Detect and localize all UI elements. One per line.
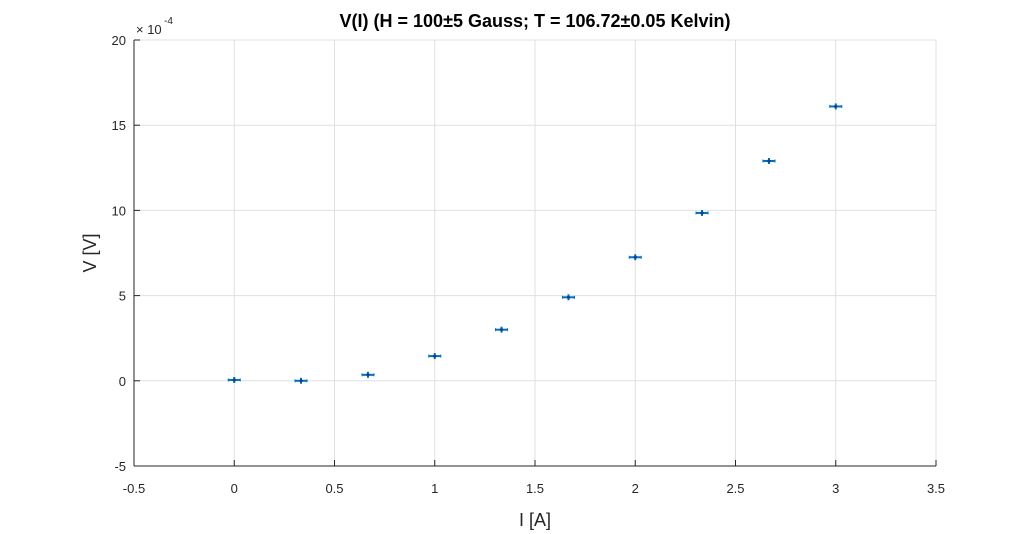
- data-point: [495, 326, 509, 333]
- data-point: [227, 376, 241, 383]
- data-point: [428, 353, 442, 360]
- x-tick-label: 1.5: [526, 481, 544, 496]
- x-tick-label: 2.5: [726, 481, 744, 496]
- x-tick-label: 3.5: [927, 481, 945, 496]
- data-marker: [834, 104, 838, 109]
- x-tick-label: 0: [231, 481, 238, 496]
- x-axis-label: I [A]: [519, 510, 551, 530]
- data-marker: [566, 295, 571, 299]
- x-tick-label: 2: [632, 481, 639, 496]
- data-point: [829, 103, 843, 110]
- data-marker: [499, 328, 504, 332]
- data-point: [628, 254, 642, 261]
- y-exponent-power: -4: [164, 16, 173, 27]
- y-tick-label: -5: [114, 459, 126, 474]
- y-tick-label: 5: [119, 289, 126, 304]
- y-exponent-base: × 10: [136, 22, 162, 37]
- y-tick-label: 0: [119, 374, 126, 389]
- data-marker: [700, 211, 704, 215]
- ticks: -0.5 0 0.5 1 1.5 2 2.5 3 3.5 -5 0 5 10 15 20: [112, 33, 946, 496]
- data-marker: [232, 378, 236, 382]
- data-point: [294, 377, 308, 384]
- x-tick-label: 1: [431, 481, 438, 496]
- chart-title: V(I) (H = 100±5 Gauss; T = 106.72±0.05 K…: [340, 11, 731, 31]
- y-axis-label: V [V]: [80, 233, 100, 272]
- data-point: [695, 209, 709, 216]
- data-marker: [767, 159, 771, 163]
- data-marker: [633, 255, 637, 259]
- x-tick-label: 0.5: [325, 481, 343, 496]
- y-tick-label: 10: [112, 203, 126, 218]
- x-tick-label: 3: [832, 481, 839, 496]
- data-marker: [433, 354, 437, 358]
- data-marks: [227, 103, 843, 384]
- y-tick-label: 20: [112, 33, 126, 48]
- data-marker: [299, 379, 303, 383]
- data-point: [361, 371, 375, 378]
- x-tick-label: -0.5: [123, 481, 145, 496]
- y-tick-label: 15: [112, 118, 126, 133]
- data-point: [762, 157, 776, 164]
- data-marker: [366, 373, 370, 377]
- data-point: [561, 294, 575, 301]
